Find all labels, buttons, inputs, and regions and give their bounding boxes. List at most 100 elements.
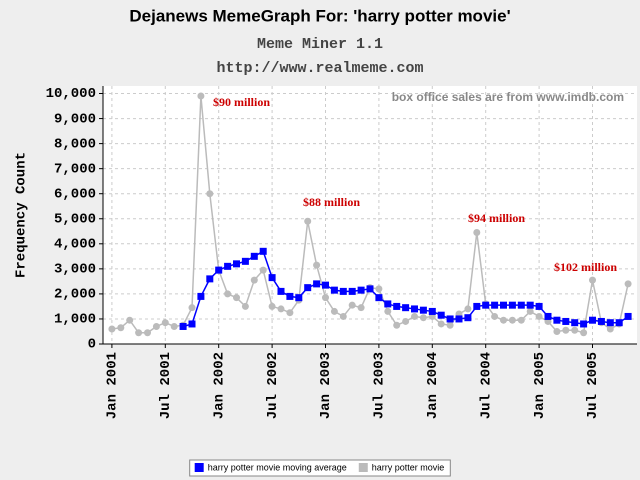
- point: [411, 305, 418, 313]
- url: http://www.realmeme.com: [216, 60, 423, 77]
- point: [348, 301, 356, 309]
- y-tick-label: 0: [88, 337, 96, 353]
- point: [562, 317, 570, 325]
- point: [428, 307, 436, 315]
- chart-subtitle: Meme Miner 1.1: [257, 36, 383, 53]
- point: [322, 294, 329, 302]
- point: [455, 315, 463, 323]
- point: [500, 316, 507, 324]
- point: [517, 301, 525, 309]
- y-tick-label: 9,000: [54, 111, 96, 127]
- point: [437, 320, 445, 328]
- point: [384, 300, 392, 308]
- point: [224, 290, 232, 298]
- point: [286, 292, 294, 300]
- point: [126, 316, 134, 324]
- point: [411, 312, 418, 320]
- point: [624, 312, 632, 320]
- point: [615, 319, 623, 327]
- point: [322, 281, 329, 289]
- point: [402, 317, 410, 325]
- point: [357, 304, 365, 312]
- point: [375, 285, 383, 293]
- x-tick-label: Jul 2002: [265, 352, 281, 419]
- point: [437, 311, 445, 319]
- point: [562, 326, 570, 334]
- point: [233, 260, 240, 268]
- point: [624, 280, 632, 288]
- legend-label: harry potter movie: [372, 462, 445, 472]
- point: [259, 266, 267, 274]
- x-tick-label: Jul 2003: [372, 352, 388, 419]
- point: [589, 276, 596, 284]
- point: [589, 316, 596, 324]
- point: [250, 276, 258, 284]
- x-tick-label: Jan 2001: [105, 352, 121, 419]
- x-tick-label: Jan 2005: [532, 352, 548, 419]
- point: [313, 261, 321, 269]
- point: [393, 321, 401, 329]
- y-tick-label: 5,000: [54, 211, 96, 227]
- point: [517, 316, 525, 324]
- point: [224, 262, 232, 270]
- point: [197, 292, 205, 300]
- point: [508, 316, 516, 324]
- annotation: $94 million: [468, 211, 525, 225]
- point: [277, 287, 285, 295]
- point: [170, 322, 178, 330]
- note: box office sales are from www.imdb.com: [392, 90, 624, 104]
- point: [500, 301, 507, 309]
- point: [330, 307, 338, 315]
- point: [339, 287, 347, 295]
- point: [304, 284, 312, 292]
- y-tick-label: 4,000: [54, 237, 96, 253]
- x-tick-label: Jan 2004: [425, 352, 441, 419]
- point: [553, 327, 561, 335]
- legend-label: harry potter movie moving average: [208, 462, 347, 472]
- point: [384, 307, 392, 315]
- annotation: $102 million: [554, 260, 617, 274]
- plot-area: [103, 86, 637, 344]
- point: [553, 316, 561, 324]
- point: [393, 302, 401, 310]
- point: [241, 302, 249, 310]
- x-tick-label: Jan 2002: [211, 352, 227, 419]
- point: [339, 312, 347, 320]
- point: [286, 309, 294, 317]
- point: [544, 312, 552, 320]
- point: [135, 329, 143, 337]
- point: [268, 302, 276, 310]
- point: [464, 305, 472, 313]
- x-tick-label: Jul 2001: [158, 352, 174, 419]
- point: [402, 304, 410, 312]
- annotation: $90 million: [213, 95, 270, 109]
- point: [508, 301, 516, 309]
- point: [277, 305, 285, 313]
- point: [419, 314, 427, 322]
- point: [446, 315, 454, 323]
- point: [152, 322, 160, 330]
- point: [188, 304, 196, 312]
- point: [197, 92, 205, 100]
- chart-title: Dejanews MemeGraph For: 'harry potter mo…: [129, 6, 510, 25]
- point: [491, 301, 499, 309]
- point: [108, 325, 116, 333]
- point: [446, 321, 454, 329]
- point: [206, 275, 214, 283]
- legend-swatch: [358, 463, 368, 472]
- point: [491, 312, 499, 320]
- x-tick-label: Jul 2004: [478, 352, 494, 419]
- point: [597, 317, 605, 325]
- point: [233, 294, 240, 302]
- x-tick-label: Jul 2005: [585, 352, 601, 419]
- point: [330, 286, 338, 294]
- point: [295, 294, 303, 302]
- point: [482, 301, 490, 309]
- legend-box: [189, 459, 451, 477]
- point: [535, 302, 543, 310]
- point: [526, 301, 534, 309]
- point: [357, 286, 365, 294]
- y-tick-label: 3,000: [54, 262, 96, 278]
- point: [188, 320, 196, 328]
